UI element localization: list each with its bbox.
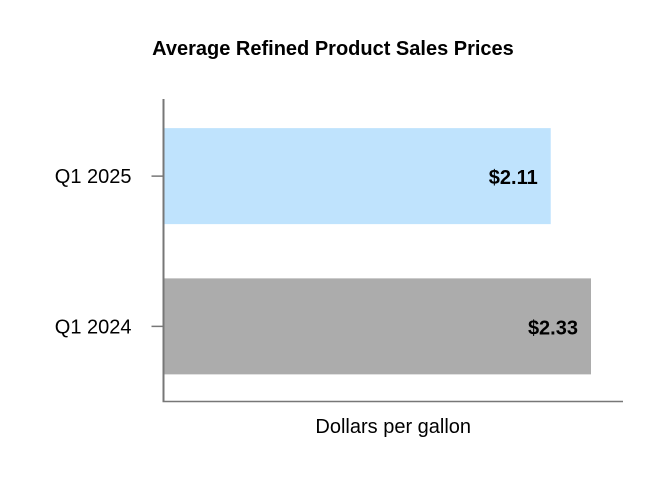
- data-label: $2.11: [489, 167, 538, 189]
- bar-q1-2024: [164, 278, 591, 375]
- x-axis-title: Dollars per gallon: [315, 416, 471, 438]
- data-label: $2.33: [528, 317, 578, 339]
- y-tick-label: Q1 2025: [55, 166, 132, 188]
- y-tick-label: Q1 2024: [55, 316, 132, 338]
- chart-title: Average Refined Product Sales Prices: [152, 38, 514, 60]
- bar-q1-2025: [164, 128, 551, 225]
